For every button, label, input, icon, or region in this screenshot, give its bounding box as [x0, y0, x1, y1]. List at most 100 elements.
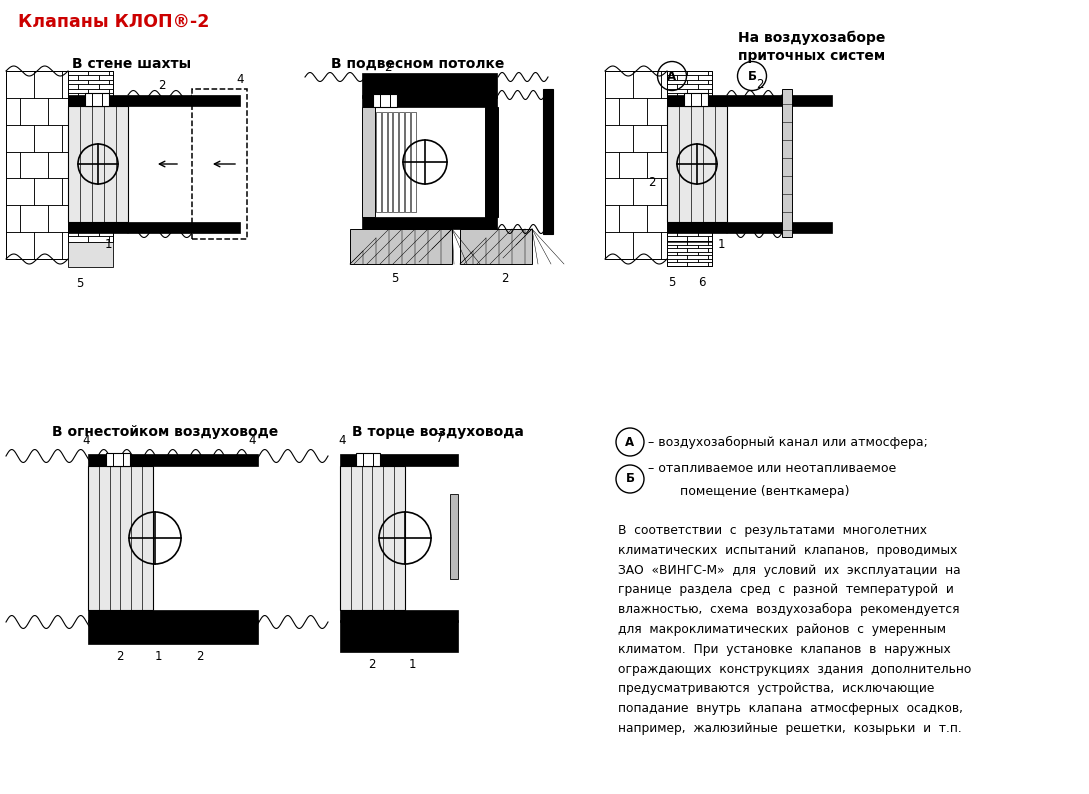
Bar: [708, 237, 712, 242]
Text: В  соответствии  с  результатами  многолетних: В соответствии с результатами многолетни…: [617, 524, 927, 537]
Bar: [7, 71, 68, 259]
Bar: [340, 610, 458, 622]
Bar: [48, 152, 68, 179]
Bar: [782, 89, 792, 237]
Bar: [687, 241, 708, 245]
Bar: [62, 125, 68, 152]
Bar: [99, 219, 113, 225]
Bar: [666, 225, 687, 230]
Bar: [708, 263, 712, 266]
Bar: [605, 232, 633, 259]
Text: – воздухозаборный канал или атмосфера;: – воздухозаборный канал или атмосфера;: [648, 435, 928, 449]
Bar: [605, 71, 633, 98]
Bar: [666, 202, 712, 242]
Bar: [34, 232, 62, 259]
Text: 6: 6: [698, 276, 706, 289]
Text: 2: 2: [756, 78, 763, 91]
Bar: [20, 98, 48, 125]
Bar: [666, 256, 687, 259]
Bar: [7, 98, 20, 125]
Bar: [687, 89, 708, 93]
Bar: [661, 71, 666, 98]
Bar: [666, 222, 832, 233]
Text: 5: 5: [391, 272, 399, 285]
Bar: [698, 75, 712, 80]
Bar: [68, 71, 113, 102]
Text: 1: 1: [365, 102, 372, 115]
Text: 4: 4: [339, 434, 345, 446]
Bar: [661, 179, 666, 206]
Bar: [698, 93, 712, 98]
Text: А: А: [668, 70, 676, 83]
Text: 5: 5: [669, 276, 675, 289]
Text: В подвесном потолке: В подвесном потолке: [331, 57, 504, 71]
Bar: [356, 453, 380, 466]
Bar: [362, 95, 497, 107]
Bar: [605, 125, 633, 152]
Text: 2: 2: [196, 649, 204, 662]
Bar: [78, 84, 99, 89]
Bar: [666, 93, 677, 98]
Bar: [388, 112, 392, 212]
Bar: [677, 208, 698, 214]
Bar: [106, 453, 130, 466]
Bar: [7, 232, 34, 259]
Text: помещение (венткамера): помещение (венткамера): [668, 484, 849, 498]
Bar: [88, 214, 109, 219]
Bar: [666, 263, 687, 266]
Text: предусматриваются  устройства,  исключающие: предусматриваются устройства, исключающи…: [617, 682, 934, 696]
Bar: [62, 232, 68, 259]
Bar: [7, 125, 34, 152]
Bar: [68, 202, 113, 242]
Bar: [411, 112, 416, 212]
Bar: [393, 112, 399, 212]
Bar: [192, 89, 247, 239]
Bar: [647, 152, 666, 179]
Bar: [633, 71, 661, 98]
Text: климатических  испытаний  клапанов,  проводимых: климатических испытаний клапанов, провод…: [617, 544, 957, 557]
Text: Клапаны КЛОП®-2: Клапаны КЛОП®-2: [19, 13, 209, 31]
Text: 1: 1: [155, 649, 162, 662]
Bar: [666, 202, 687, 208]
Bar: [7, 71, 34, 98]
Bar: [68, 202, 88, 208]
Text: На воздухозаборе: На воздухозаборе: [738, 31, 885, 45]
Bar: [677, 219, 698, 225]
Bar: [68, 71, 88, 75]
Bar: [666, 241, 712, 266]
Bar: [460, 229, 533, 264]
Text: 2: 2: [158, 79, 166, 92]
Bar: [666, 259, 677, 263]
Bar: [88, 237, 109, 242]
Bar: [698, 84, 712, 89]
Bar: [687, 249, 708, 252]
Bar: [708, 241, 712, 245]
Bar: [68, 225, 88, 230]
Bar: [34, 71, 62, 98]
Bar: [687, 98, 708, 102]
Bar: [708, 80, 712, 84]
Bar: [68, 93, 78, 98]
Text: 2: 2: [368, 657, 376, 670]
Bar: [88, 225, 109, 230]
Text: 2: 2: [117, 649, 124, 662]
Bar: [99, 84, 113, 89]
Bar: [362, 107, 375, 217]
Bar: [647, 98, 666, 125]
Bar: [88, 89, 109, 93]
Bar: [619, 206, 647, 232]
Bar: [698, 219, 712, 225]
Bar: [666, 230, 677, 237]
Bar: [666, 252, 677, 256]
Bar: [78, 219, 99, 225]
Bar: [68, 84, 78, 89]
Bar: [62, 71, 68, 98]
Bar: [633, 179, 661, 206]
Bar: [7, 206, 20, 232]
Bar: [85, 93, 109, 106]
Text: 7: 7: [437, 433, 443, 445]
Bar: [687, 263, 708, 266]
Text: В торце воздуховода: В торце воздуховода: [352, 425, 524, 439]
Bar: [708, 71, 712, 75]
Bar: [619, 152, 647, 179]
